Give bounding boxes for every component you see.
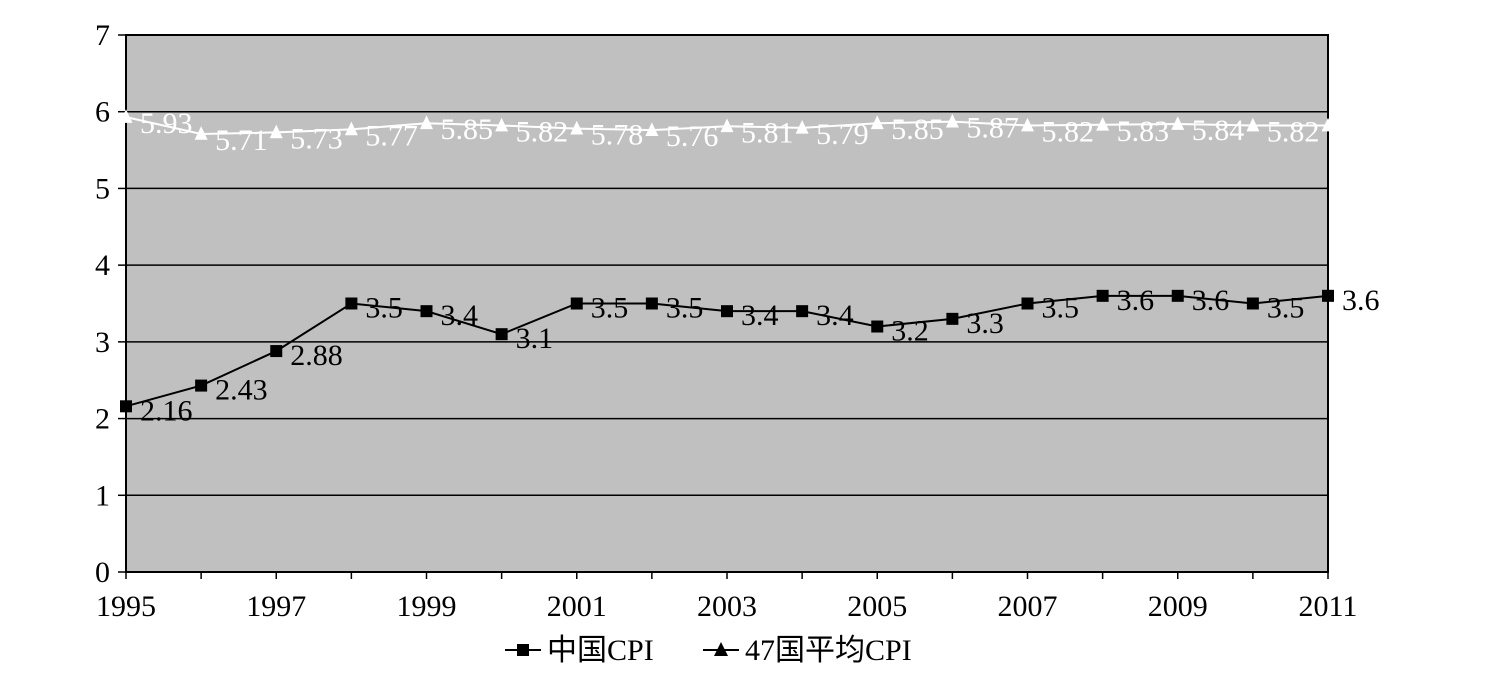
- data-point-triangle: [420, 115, 433, 130]
- data-point-square: [645, 297, 658, 310]
- data-label: 5.81: [741, 116, 794, 149]
- data-label: 5.79: [816, 118, 869, 151]
- data-point-triangle: [795, 120, 809, 134]
- data-label: 5.71: [215, 124, 268, 157]
- data-label: 3.5: [591, 292, 629, 325]
- legend: 中国CPI 47国平均CPI: [505, 634, 912, 667]
- data-point-square: [1096, 289, 1109, 302]
- y-tick-label: 3: [95, 326, 110, 359]
- gridlines: [126, 110, 1328, 497]
- data-label: 3.5: [1042, 292, 1080, 325]
- data-point-triangle: [495, 117, 509, 132]
- y-tick-label: 0: [95, 556, 110, 589]
- data-point-triangle: [945, 113, 959, 128]
- data-label: 3.5: [666, 292, 704, 325]
- data-label: 5.93: [140, 107, 193, 140]
- data-point-triangle: [1171, 116, 1185, 130]
- data-label: 2.16: [140, 394, 193, 427]
- data-point-square: [1021, 297, 1034, 310]
- data-label: 3.4: [441, 299, 479, 332]
- data-point-triangle: [645, 122, 659, 136]
- data-point-triangle: [194, 126, 208, 140]
- data-point-triangle: [1321, 117, 1335, 132]
- data-label: 3.5: [365, 292, 403, 325]
- data-label: 3.6: [1117, 284, 1155, 317]
- data-label: 3.2: [891, 315, 929, 348]
- data-label: 5.82: [516, 116, 569, 149]
- x-tick-label: 1997: [246, 590, 306, 623]
- data-labels: 2.16 2.43 2.88 3.5 3.4 3.1 3.5 3.5 3.4 3.4 3.2 3.3 3…: [140, 107, 1395, 427]
- x-tick-label: 2011: [1299, 590, 1358, 623]
- x-tick-label: 2003: [697, 590, 757, 623]
- data-label: 5.73: [290, 122, 343, 155]
- x-tick-label: 2007: [998, 590, 1058, 623]
- data-label: 3.1: [516, 322, 554, 355]
- data-label: 5.84: [1192, 114, 1245, 147]
- data-point-square: [1246, 297, 1259, 310]
- data-label: 5.82: [1042, 116, 1095, 149]
- x-tick-label: 1995: [96, 590, 156, 623]
- data-label: 3.3: [966, 307, 1004, 340]
- data-point-triangle: [570, 120, 584, 135]
- data-label: 5.77: [365, 119, 418, 152]
- axes: 0 1 2 3 4 5 6 7 1995 1997 1999 2001 2003 2005 2007 2009…: [95, 19, 1357, 623]
- data-point-square: [946, 312, 959, 325]
- data-point-square: [495, 328, 508, 341]
- data-point-square: [120, 400, 132, 413]
- data-point-square: [570, 297, 583, 310]
- series-lines: [119, 109, 1335, 413]
- data-point-square: [345, 297, 358, 310]
- y-tick-label: 5: [95, 172, 110, 205]
- y-tick-label: 7: [95, 19, 110, 52]
- data-point-triangle: [1096, 116, 1110, 131]
- data-point-triangle: [1246, 117, 1260, 132]
- data-label: 3.5: [1267, 292, 1305, 325]
- data-point-triangle: [1021, 117, 1034, 132]
- data-label: 2.43: [215, 374, 268, 407]
- data-label: 5.87: [966, 112, 1019, 145]
- data-point-triangle: [119, 109, 133, 123]
- data-label: 5.85: [441, 113, 494, 146]
- data-label: 3.6: [1342, 284, 1380, 317]
- legend-label: 中国CPI: [547, 634, 654, 667]
- data-label: 5.82: [1342, 116, 1395, 149]
- data-label: 2.88: [290, 339, 343, 372]
- data-label: 5.82: [1267, 116, 1320, 149]
- x-tick-label: 2005: [847, 590, 907, 623]
- x-tick-label: 2001: [547, 590, 607, 623]
- y-tick-label: 6: [95, 96, 110, 129]
- data-point-square: [721, 305, 733, 318]
- data-point-square: [195, 379, 208, 392]
- data-point-triangle: [344, 121, 358, 136]
- data-point-triangle: [870, 115, 884, 130]
- data-point-triangle: [720, 118, 734, 133]
- legend-marker-triangle: [714, 642, 728, 656]
- data-point-square: [1171, 289, 1184, 302]
- data-label: 3.4: [816, 299, 854, 332]
- data-point-square: [796, 305, 809, 318]
- y-tick-label: 4: [95, 249, 110, 282]
- legend-label: 47国平均CPI: [745, 634, 912, 667]
- y-tick-label: 2: [95, 403, 110, 436]
- x-tick-label: 1999: [397, 590, 457, 623]
- legend-marker-square: [517, 644, 529, 656]
- y-tick-label: 1: [95, 479, 110, 512]
- x-tick-label: 2009: [1148, 590, 1208, 623]
- data-label: 3.6: [1192, 284, 1230, 317]
- data-point-square: [420, 305, 433, 318]
- data-point-triangle: [269, 124, 283, 139]
- data-point-square: [1322, 289, 1334, 302]
- data-label: 3.4: [741, 299, 779, 332]
- data-label: 5.83: [1117, 115, 1170, 148]
- data-label: 5.78: [591, 119, 644, 152]
- data-label: 5.85: [891, 113, 944, 146]
- data-label: 5.76: [666, 120, 719, 153]
- data-point-square: [871, 320, 884, 333]
- data-point-square: [270, 345, 283, 358]
